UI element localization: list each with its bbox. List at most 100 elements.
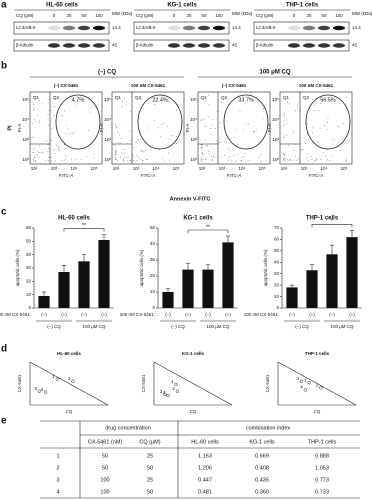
event-dot <box>208 150 210 152</box>
group-header: 100 μM CQ <box>259 70 290 76</box>
blot-box <box>133 39 230 52</box>
event-dot <box>45 159 47 161</box>
band <box>333 25 345 31</box>
y-tick-label: 30 <box>274 271 280 276</box>
band <box>78 43 90 48</box>
x-tick: 10³ <box>51 166 58 171</box>
event-dot <box>205 101 207 102</box>
event-dot <box>299 154 301 156</box>
dose: 0 <box>53 13 56 18</box>
event-dot <box>200 119 202 121</box>
event-dot <box>63 110 65 112</box>
gate <box>137 94 183 150</box>
event-dot <box>39 144 41 146</box>
event-dot <box>71 133 73 135</box>
bar <box>182 269 194 308</box>
event-dot <box>75 159 77 161</box>
y-tick: 10³ <box>190 137 197 142</box>
event-dot <box>51 128 53 129</box>
event-dot <box>123 153 125 154</box>
event-dot <box>81 159 82 161</box>
event-dot <box>286 135 288 137</box>
event-dot <box>339 149 341 151</box>
event-dot <box>122 101 123 102</box>
event-dot <box>220 156 222 158</box>
event-dot <box>265 159 267 161</box>
band <box>168 25 180 31</box>
dose: 25 <box>186 13 192 18</box>
event-dot <box>34 157 36 159</box>
event-dot <box>213 155 214 157</box>
y-tick-label: 60 <box>274 237 280 242</box>
point <box>175 389 180 393</box>
y-tick: 10⁵ <box>104 97 111 102</box>
cell: 0.888 <box>315 453 329 459</box>
point <box>303 388 307 392</box>
event-dot <box>130 111 132 113</box>
cell: 2 <box>56 465 59 471</box>
event-dot <box>260 160 262 162</box>
y-tick: 10³ <box>272 137 279 142</box>
y-tick-label: 70 <box>274 225 280 230</box>
y-axis-label: CX-5461 <box>141 374 146 392</box>
point-label: 2 <box>68 376 71 381</box>
event-dot <box>124 97 126 99</box>
event-dot <box>60 160 62 161</box>
event-dot <box>48 147 50 149</box>
point-label: 2 <box>172 386 175 391</box>
panel-label: b <box>1 61 7 72</box>
y-tick-label: 40 <box>26 252 32 257</box>
event-dot <box>85 149 87 150</box>
group-label: (–) CQ <box>171 324 185 329</box>
x-tick: 10³ <box>133 166 140 171</box>
column-header: KG-1 cells <box>249 439 275 445</box>
event-dot <box>212 160 213 161</box>
event-dot <box>297 158 299 160</box>
dose: 50 <box>321 13 327 18</box>
event-dot <box>207 144 208 146</box>
y-axis-label: apoptotic cells (%) <box>263 249 268 286</box>
point <box>319 386 323 390</box>
point-label: 4 <box>41 387 44 392</box>
event-dot <box>32 122 34 124</box>
event-dot <box>138 105 140 107</box>
event-dot <box>48 157 49 158</box>
event-dot <box>311 159 313 160</box>
isobole <box>277 361 357 406</box>
event-dot <box>61 115 63 116</box>
chart-title: KG-1 cells <box>183 216 213 222</box>
blot-box <box>13 39 110 52</box>
event-dot <box>307 152 309 154</box>
event-dot <box>305 143 307 144</box>
plot-y-label: PI-A <box>185 124 190 133</box>
event-dot <box>324 124 325 126</box>
event-dot <box>308 160 310 162</box>
y-tick: 10³ <box>104 137 111 142</box>
row-label: 100 nM CX-5461: <box>244 312 279 317</box>
condition: 100 nM CX-5461 <box>131 83 166 88</box>
event-dot <box>216 142 218 144</box>
point <box>163 392 167 396</box>
event-dot <box>200 139 202 141</box>
event-dot <box>283 157 285 159</box>
event-dot <box>129 160 131 161</box>
panel-label: d <box>1 344 7 355</box>
event-dot <box>145 159 147 160</box>
event-dot <box>114 151 116 153</box>
event-dot <box>295 155 296 157</box>
band <box>63 25 75 31</box>
event-dot <box>114 154 116 156</box>
event-dot <box>57 147 59 149</box>
event-dot <box>160 135 162 137</box>
event-dot <box>255 129 257 130</box>
dose: 25 <box>306 13 312 18</box>
event-dot <box>314 160 316 162</box>
event-dot <box>289 158 291 160</box>
event-dot <box>115 124 116 126</box>
group-label: 100 μM CQ <box>82 324 106 329</box>
event-dot <box>51 156 53 158</box>
y-tick-label: 50 <box>274 248 280 253</box>
event-dot <box>285 158 287 160</box>
event-dot <box>326 128 328 130</box>
quadrant: Q2 <box>135 95 142 100</box>
